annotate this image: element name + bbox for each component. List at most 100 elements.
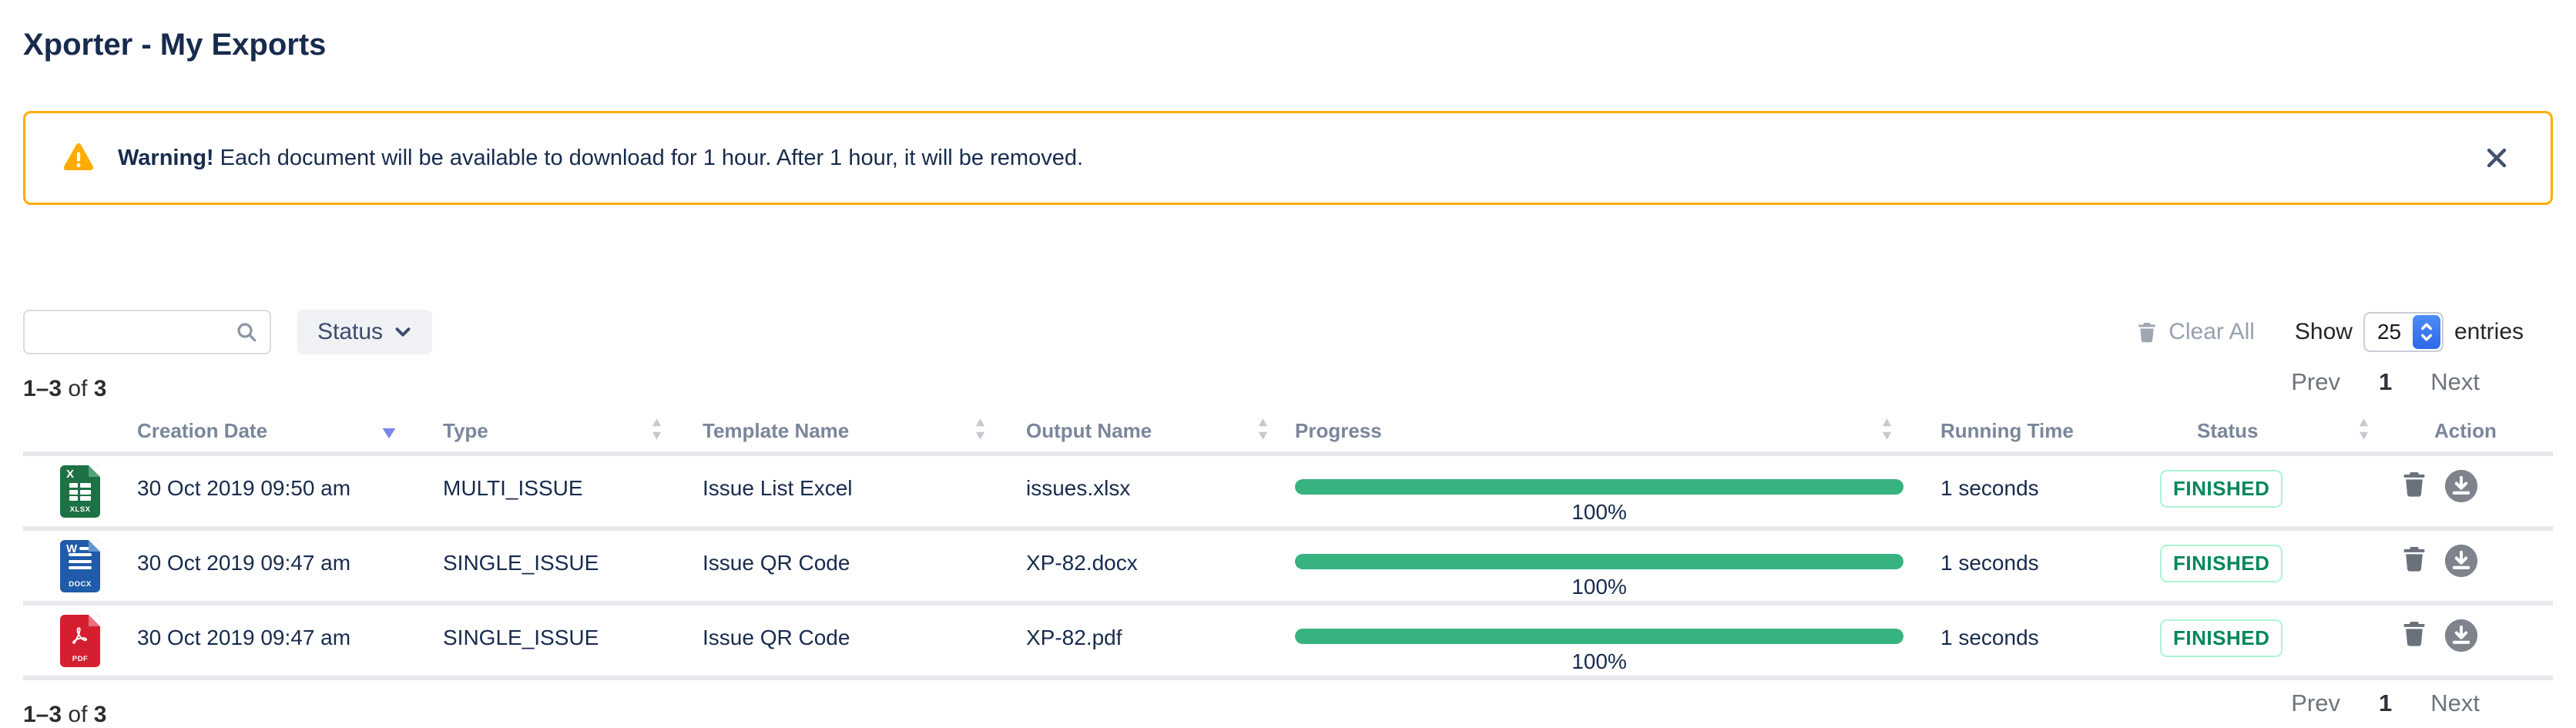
delete-export-button[interactable] bbox=[2399, 543, 2430, 574]
action-header-label: Action bbox=[2434, 419, 2497, 442]
table-toolbar: Status Clear All Show 25 bbox=[23, 310, 2553, 354]
results-range: 1–3 of 3 bbox=[23, 376, 106, 402]
template-name-header-label: Template Name bbox=[703, 419, 850, 442]
page-size-select[interactable]: 25 bbox=[2363, 312, 2444, 352]
delete-export-button[interactable] bbox=[2399, 468, 2430, 499]
select-stepper bbox=[2412, 315, 2440, 349]
output-name-header-label: Output Name bbox=[1026, 419, 1152, 442]
progress-bar bbox=[1295, 479, 1903, 495]
status-column-header[interactable]: Status bbox=[2160, 407, 2391, 451]
warning-message-text: Each document will be available to downl… bbox=[220, 145, 1084, 170]
file-letter: X bbox=[66, 468, 75, 481]
table-body: X XLSX 30 Oct 2019 09:50 am MULTI_ISSUE … bbox=[23, 456, 2553, 680]
status-filter-label: Status bbox=[317, 319, 384, 344]
current-page-button[interactable]: 1 bbox=[2379, 368, 2393, 395]
progress-bar-fill bbox=[1295, 554, 1903, 569]
sort-toggle-icon bbox=[652, 418, 662, 440]
range-values: 1–3 bbox=[23, 376, 62, 401]
file-icon-fold bbox=[89, 615, 100, 626]
download-export-button[interactable] bbox=[2444, 468, 2479, 504]
clear-all-button[interactable]: Clear All bbox=[2135, 319, 2255, 345]
file-icon-fold bbox=[89, 540, 100, 552]
sort-toggle-icon bbox=[2359, 418, 2369, 440]
creation-date-header-label: Creation Date bbox=[137, 419, 268, 442]
template-name-column-header[interactable]: Template Name bbox=[703, 407, 1026, 451]
sort-toggle-icon bbox=[1258, 418, 1268, 440]
clear-all-label: Clear All bbox=[2168, 319, 2255, 344]
type-cell: MULTI_ISSUE bbox=[443, 476, 583, 500]
file-extension-label: DOCX bbox=[69, 580, 92, 589]
prev-page-button[interactable]: Prev bbox=[2291, 689, 2340, 716]
range-of-label: of bbox=[68, 376, 88, 401]
progress-bar bbox=[1295, 629, 1903, 644]
template-name-cell: Issue QR Code bbox=[703, 626, 850, 649]
download-export-button[interactable] bbox=[2444, 618, 2479, 653]
show-label: Show bbox=[2294, 319, 2353, 344]
file-type-column-header bbox=[23, 407, 137, 451]
next-page-button[interactable]: Next bbox=[2430, 689, 2480, 716]
template-name-cell: Issue List Excel bbox=[703, 476, 853, 500]
trash-icon bbox=[2403, 472, 2425, 497]
creation-date-column-header[interactable]: Creation Date bbox=[137, 407, 443, 451]
type-column-header[interactable]: Type bbox=[443, 407, 703, 451]
running-time-header-label: Running Time bbox=[1940, 419, 2074, 442]
document-lines-glyph bbox=[69, 547, 92, 569]
search-input[interactable] bbox=[23, 310, 271, 354]
file-type-cell: X XLSX bbox=[23, 456, 137, 526]
download-icon bbox=[2444, 544, 2478, 578]
page-title: Xporter - My Exports bbox=[23, 28, 327, 62]
progress-label: 100% bbox=[1571, 575, 1627, 599]
chevron-down-icon bbox=[395, 327, 411, 337]
output-name-cell: XP-82.docx bbox=[1026, 551, 1138, 575]
trash-icon bbox=[2403, 622, 2425, 646]
warning-icon bbox=[63, 143, 94, 170]
output-name-column-header[interactable]: Output Name bbox=[1026, 407, 1295, 451]
output-name-cell: XP-82.pdf bbox=[1026, 626, 1122, 649]
docx-file-icon: W DOCX bbox=[60, 540, 100, 592]
entries-label: entries bbox=[2454, 319, 2524, 344]
running-time-cell: 1 seconds bbox=[1940, 476, 2039, 500]
progress-header-label: Progress bbox=[1295, 419, 1382, 442]
spreadsheet-grid-glyph bbox=[69, 483, 91, 501]
sort-toggle-icon bbox=[975, 418, 985, 440]
status-badge: FINISHED bbox=[2160, 545, 2283, 582]
pdf-file-icon: PDF bbox=[60, 615, 100, 667]
file-type-cell: W DOCX bbox=[23, 531, 137, 601]
toolbar-right-group: Clear All Show 25 entries bbox=[2135, 312, 2553, 352]
delete-export-button[interactable] bbox=[2399, 618, 2430, 649]
download-icon bbox=[2444, 619, 2478, 653]
status-filter-dropdown[interactable]: Status bbox=[297, 310, 433, 354]
table-row: PDF 30 Oct 2019 09:47 am SINGLE_ISSUE Is… bbox=[23, 606, 2553, 680]
xlsx-file-icon: X XLSX bbox=[60, 465, 100, 518]
close-icon bbox=[2487, 148, 2507, 168]
type-cell: SINGLE_ISSUE bbox=[443, 626, 599, 649]
action-cell bbox=[2391, 606, 2553, 676]
sort-toggle-icon bbox=[1882, 418, 1892, 440]
creation-date-cell: 30 Oct 2019 09:50 am bbox=[137, 476, 351, 500]
warning-message: Warning! Each document will be available… bbox=[118, 146, 1083, 171]
download-export-button[interactable] bbox=[2444, 543, 2479, 579]
action-cell bbox=[2391, 531, 2553, 601]
file-extension-label: PDF bbox=[72, 655, 89, 663]
action-column-header: Action bbox=[2391, 407, 2553, 451]
status-cell: FINISHED bbox=[2160, 606, 2391, 676]
table-row: W DOCX 30 Oct 2019 09:47 am SINGLE_ISSUE… bbox=[23, 531, 2553, 606]
file-letter: W bbox=[66, 542, 78, 555]
running-time-cell: 1 seconds bbox=[1940, 551, 2039, 575]
creation-date-cell: 30 Oct 2019 09:47 am bbox=[137, 626, 351, 649]
range-of-label: of bbox=[68, 702, 88, 727]
current-page-button[interactable]: 1 bbox=[2379, 689, 2393, 716]
progress-column-header[interactable]: Progress bbox=[1295, 407, 1940, 451]
next-page-button[interactable]: Next bbox=[2430, 368, 2480, 395]
file-extension-label: XLSX bbox=[69, 505, 91, 514]
creation-date-cell: 30 Oct 2019 09:47 am bbox=[137, 551, 351, 575]
prev-page-button[interactable]: Prev bbox=[2291, 368, 2340, 395]
progress-cell: 100% bbox=[1295, 456, 1940, 526]
warning-label: Warning! bbox=[118, 145, 214, 170]
file-icon-fold bbox=[89, 465, 100, 477]
range-total: 3 bbox=[93, 376, 107, 401]
pagination-top: Prev 1 Next bbox=[2291, 368, 2553, 396]
close-banner-button[interactable] bbox=[2478, 139, 2515, 176]
warning-banner: Warning! Each document will be available… bbox=[23, 111, 2553, 205]
